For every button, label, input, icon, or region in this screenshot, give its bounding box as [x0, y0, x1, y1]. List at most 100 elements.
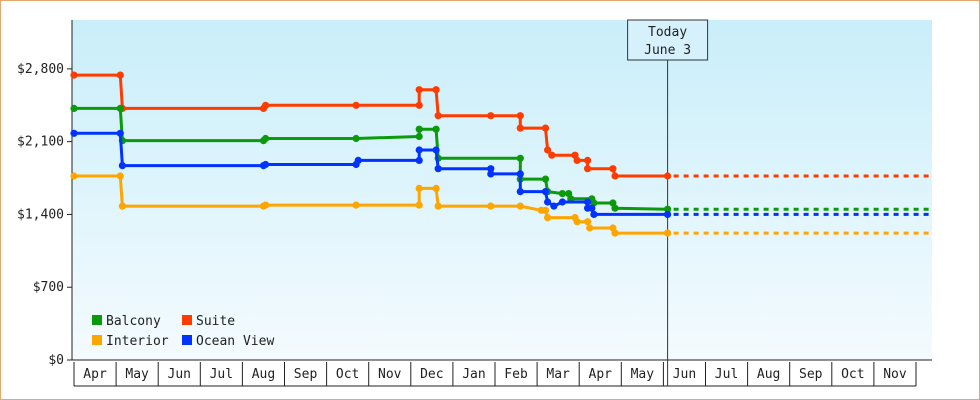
x-tick-label: Jan [462, 367, 485, 382]
data-point-balcony [70, 104, 78, 112]
data-point-ocean-view [590, 210, 598, 218]
series-ocean-view [70, 129, 932, 218]
data-point-balcony [352, 134, 360, 143]
data-point-suite [116, 71, 124, 79]
legend-swatch-interior [92, 335, 102, 345]
data-point-interior [584, 218, 592, 226]
legend-label-ocean-view: Ocean View [196, 334, 274, 349]
data-point-ocean-view [664, 210, 672, 218]
y-tick-label: $1,400 [17, 207, 64, 222]
x-tick-label: Oct [841, 367, 864, 382]
data-point-suite [611, 172, 619, 180]
data-point-ocean-view [415, 146, 423, 154]
data-point-ocean-view [558, 198, 567, 206]
x-tick-label: Dec [420, 367, 443, 382]
data-point-ocean-view [118, 162, 126, 170]
data-point-interior [352, 201, 360, 209]
data-point-balcony [558, 190, 567, 198]
data-point-interior [118, 202, 126, 210]
tick-labels: $0 $700 $1,400 $2,100 $2,800 Apr May Jun Jul Aug S… [17, 62, 907, 382]
data-point-interior [434, 202, 442, 210]
data-point-balcony [116, 104, 124, 112]
data-point-interior [544, 214, 552, 222]
data-point-ocean-view [70, 129, 78, 137]
data-point-interior [415, 184, 423, 192]
data-point-ocean-view [432, 146, 440, 154]
data-point-suite [584, 156, 592, 164]
data-point-balcony [432, 125, 440, 133]
data-point-suite [544, 146, 552, 154]
data-point-ocean-view [434, 165, 442, 173]
data-point-suite [516, 112, 524, 120]
data-point-interior [541, 206, 550, 214]
data-point-balcony [516, 154, 524, 162]
data-point-suite [415, 101, 423, 109]
today-date: June 3 [644, 43, 691, 58]
x-tick-label: Feb [504, 367, 528, 382]
y-tick-label: $0 [48, 353, 64, 368]
data-point-balcony [262, 134, 270, 143]
x-tick-label: Apr [589, 367, 613, 382]
data-point-suite [262, 101, 270, 109]
data-point-suite [434, 112, 442, 120]
legend-swatch-ocean-view [182, 335, 192, 345]
data-point-balcony [415, 132, 423, 141]
series-interior [70, 172, 932, 237]
data-point-ocean-view [516, 170, 524, 178]
x-tick-label: Jun [673, 367, 696, 382]
x-tick-label: Jul [715, 367, 738, 382]
today-callout [627, 19, 709, 61]
data-point-interior [516, 202, 524, 210]
data-point-suite [352, 101, 360, 109]
legend-label-balcony: Balcony [106, 314, 161, 329]
data-point-interior [432, 184, 440, 192]
data-point-ocean-view [541, 188, 550, 196]
x-tick-label: Oct [336, 367, 359, 382]
x-tick-label: Jun [168, 367, 191, 382]
data-point-interior [415, 201, 423, 209]
x-tick-label: Mar [546, 367, 570, 382]
series-lines [70, 71, 932, 237]
legend-label-suite: Suite [196, 314, 235, 329]
data-point-interior [586, 224, 594, 232]
data-point-suite [415, 86, 423, 94]
data-point-suite [584, 165, 592, 173]
legend-label-interior: Interior [106, 334, 169, 349]
y-tick-label: $2,100 [17, 135, 64, 150]
today-marker: Today June 3 [627, 19, 709, 386]
data-point-interior [116, 172, 124, 180]
plot-area [72, 20, 932, 360]
data-point-suite [516, 124, 524, 132]
x-tick-label: Sep [294, 367, 318, 382]
data-point-suite [548, 151, 556, 159]
data-point-interior [664, 229, 672, 237]
data-point-suite [487, 112, 495, 120]
x-tick-label: Nov [378, 367, 402, 382]
x-tick-label: May [125, 367, 149, 382]
data-point-ocean-view [487, 170, 495, 178]
data-point-balcony [415, 125, 423, 133]
x-tick-label: Aug [252, 367, 275, 382]
data-point-ocean-view [487, 165, 495, 173]
series-suite [70, 71, 932, 180]
data-point-ocean-view [116, 129, 124, 137]
data-point-balcony [541, 175, 550, 183]
data-point-ocean-view [415, 156, 423, 164]
data-point-suite [573, 156, 581, 164]
data-point-suite [432, 86, 440, 94]
data-point-ocean-view [262, 160, 270, 169]
legend-swatch-balcony [92, 315, 102, 325]
x-tick-label: May [631, 367, 655, 382]
data-point-ocean-view [588, 204, 596, 212]
x-tick-label: Nov [883, 367, 907, 382]
legend: Balcony Suite Interior Ocean View [92, 314, 274, 349]
x-tick-label: Apr [83, 367, 107, 382]
x-tick-label: Jul [210, 367, 233, 382]
today-label: Today [648, 25, 687, 40]
data-point-ocean-view [584, 198, 592, 206]
data-point-balcony [664, 205, 672, 213]
data-point-interior [611, 229, 619, 237]
data-point-ocean-view [516, 188, 524, 196]
data-point-ocean-view [550, 202, 558, 210]
